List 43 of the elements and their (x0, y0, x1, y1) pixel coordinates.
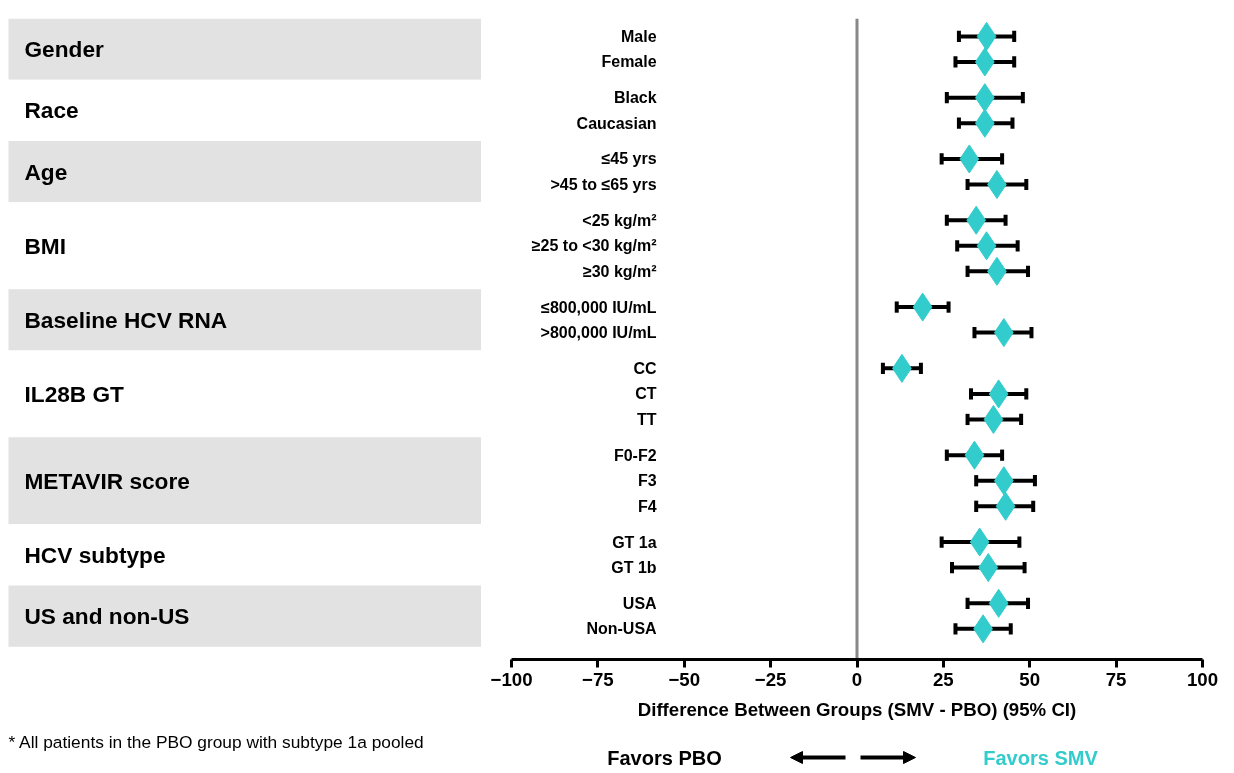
y-tick-label: F4 (637, 497, 657, 515)
text: IL28B GT (24, 380, 125, 407)
y-tick-label: Black (613, 89, 657, 107)
x-tick-label: −50 (668, 668, 701, 690)
y-tick-label: <25 kg/m² (582, 211, 657, 229)
y-tick-label: GT 1b (611, 559, 657, 577)
x-tick-label: 50 (1019, 668, 1041, 690)
text: Favors SMV (983, 746, 1099, 769)
y-tick-label: Male (621, 27, 657, 45)
x-tick-label: 25 (933, 668, 954, 690)
y-tick-label: ≤800,000 IU/mL (541, 298, 657, 316)
text: HCV subtype (24, 541, 166, 568)
y-tick-label: CT (635, 385, 657, 403)
text: Baseline HCV RNA (24, 306, 228, 333)
y-tick-label: Caucasian (576, 114, 657, 132)
text: BMI (24, 232, 67, 259)
text: US and non-US (24, 603, 190, 630)
y-tick-label: Female (601, 53, 657, 71)
text: * All patients in the PBO group with subtype 1a pooled (8, 731, 424, 752)
text: Age (24, 158, 68, 185)
x-tick-label: −25 (754, 668, 787, 690)
y-tick-label: F3 (637, 472, 657, 490)
text: Gender (24, 36, 104, 63)
x-tick-label: −75 (582, 668, 614, 690)
y-tick-label: Non-USA (586, 620, 658, 638)
y-tick-label: F0-F2 (613, 446, 657, 464)
y-tick-label: USA (622, 594, 658, 612)
y-tick-label: GT 1a (612, 533, 657, 551)
y-tick-label: ≤45 yrs (601, 150, 657, 168)
y-tick-label: >45 to ≤65 yrs (550, 176, 657, 193)
y-tick-label: >800,000 IU/mL (540, 324, 657, 342)
x-tick-label: 0 (851, 668, 863, 690)
text: Race (24, 97, 79, 124)
x-tick-label: −100 (490, 668, 533, 690)
x-tick-label: 75 (1105, 668, 1127, 690)
x-axis-title: Difference Between Groups (SMV - PBO) (95% CI) (637, 698, 1077, 720)
text: Favors PBO (607, 746, 722, 769)
y-tick-label: ≥30 kg/m² (582, 262, 657, 280)
y-tick-label: TT (637, 410, 657, 428)
x-tick-label: 100 (1186, 668, 1219, 690)
y-tick-label: CC (633, 359, 658, 377)
text: METAVIR score (24, 467, 190, 494)
y-tick-label: ≥25 to <30 kg/m² (531, 237, 657, 255)
